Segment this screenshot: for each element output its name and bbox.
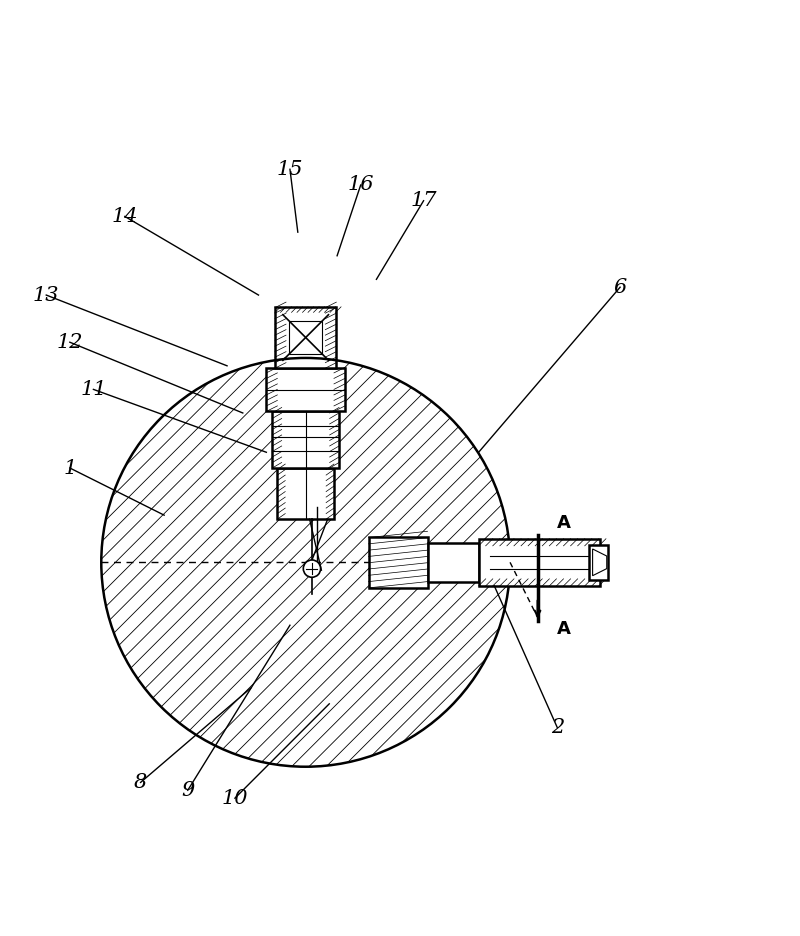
Bar: [369, 536, 427, 588]
Text: 13: 13: [33, 285, 59, 304]
Text: 11: 11: [80, 380, 106, 399]
Text: 10: 10: [222, 789, 248, 808]
Text: A: A: [558, 514, 571, 532]
Text: 9: 9: [181, 781, 194, 799]
Bar: [427, 543, 478, 582]
Bar: [275, 307, 336, 368]
Text: 15: 15: [277, 160, 303, 179]
Text: 6: 6: [614, 278, 626, 297]
Circle shape: [303, 560, 321, 578]
Bar: [272, 412, 339, 468]
Text: A: A: [558, 621, 571, 638]
Bar: [589, 545, 608, 579]
Text: 14: 14: [112, 207, 138, 226]
Text: 8: 8: [134, 773, 147, 792]
Bar: [289, 321, 322, 354]
Text: 16: 16: [347, 175, 374, 195]
Text: 1: 1: [63, 459, 77, 477]
Text: 2: 2: [550, 718, 564, 737]
Text: 17: 17: [410, 191, 437, 211]
Bar: [278, 468, 334, 519]
Bar: [266, 368, 345, 412]
Circle shape: [102, 358, 510, 767]
Bar: [478, 539, 601, 586]
Text: 12: 12: [57, 332, 83, 352]
